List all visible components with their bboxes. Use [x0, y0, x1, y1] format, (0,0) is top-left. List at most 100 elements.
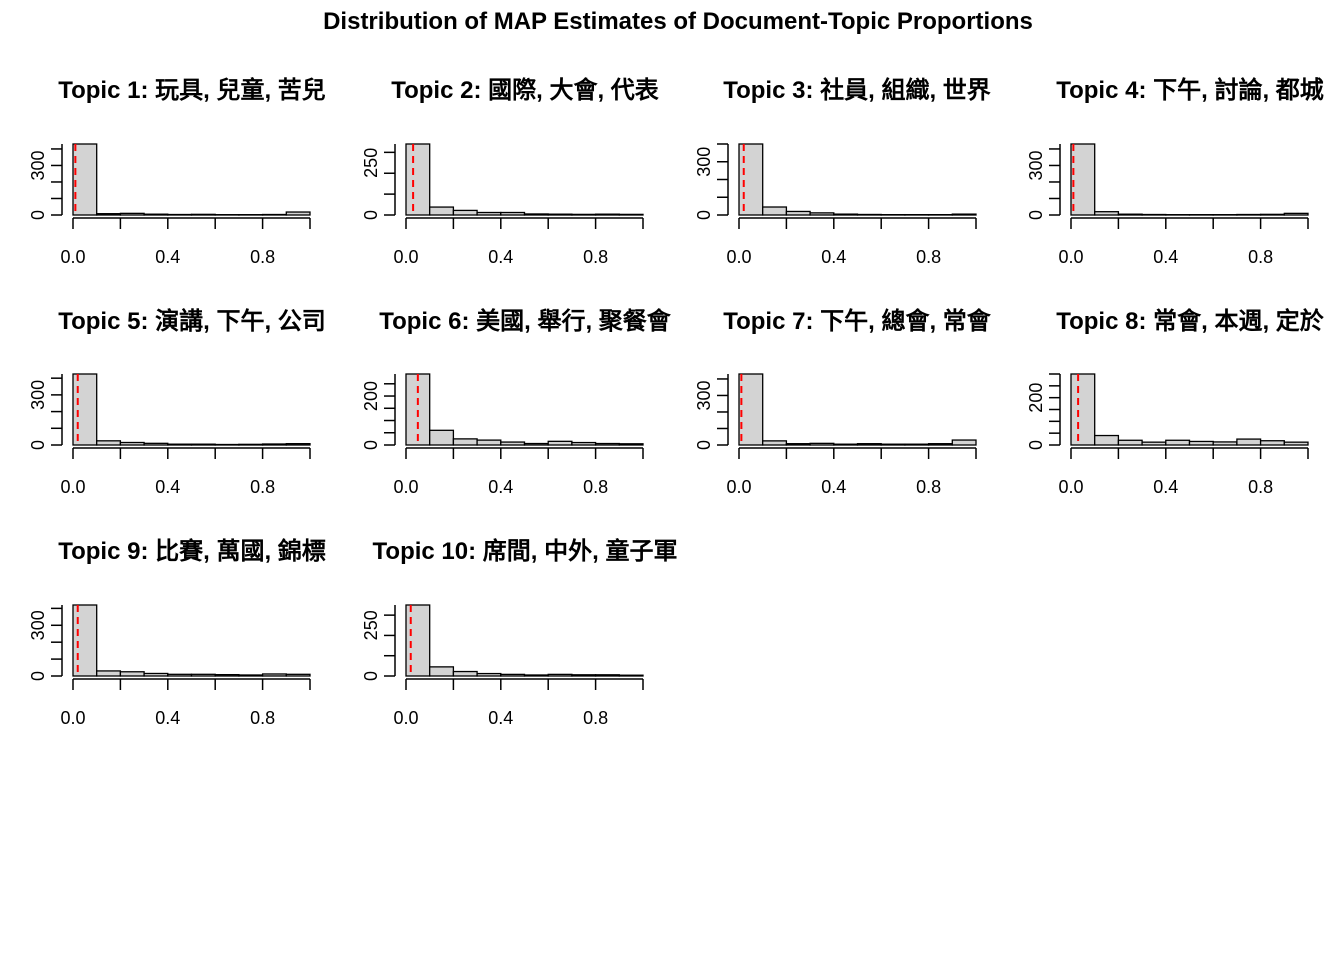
histogram-bar: [238, 443, 264, 446]
histogram-bar: [571, 213, 597, 216]
histogram-bar: [762, 440, 788, 446]
histogram-bar: [167, 443, 193, 446]
y-tick-label: 0: [694, 440, 714, 450]
y-tick-label: 300: [694, 147, 714, 177]
histogram-panel-10: Topic 10: 席間, 中外, 童子軍 0.0 0.4 0.8 0 250: [361, 537, 677, 728]
histogram-bar: [1283, 212, 1309, 216]
histogram-bar: [214, 673, 240, 677]
histogram-bar: [285, 673, 311, 677]
histogram-bar: [594, 442, 620, 446]
panel-title: Topic 9: 比賽, 萬國, 錦標: [58, 537, 326, 565]
histogram-bar: [143, 213, 169, 216]
histogram-bar: [285, 443, 311, 446]
y-tick-label: 0: [28, 671, 48, 681]
histogram-panel-8: Topic 8: 常會, 本週, 定於 0.0 0.4 0.8 0 200: [1026, 307, 1325, 497]
histogram-panel-5: Topic 5: 演講, 下午, 公司 0.0 0.4 0.8 0 300: [28, 307, 326, 497]
histogram-bar: [285, 211, 311, 216]
histogram-bar: [405, 143, 431, 216]
x-tick-label: 0.8: [1248, 477, 1273, 497]
histogram-bar: [72, 373, 98, 446]
y-tick-label: 300: [28, 150, 48, 180]
histogram-panel-7: Topic 7: 下午, 總會, 常會 0.0 0.4 0.8 0 300: [694, 307, 992, 497]
histogram-bar: [405, 604, 431, 677]
panels: Topic 1: 玩具, 兒童, 苦兒 0.0 0.4 0.8 0 300 Topic 2:…: [28, 76, 1325, 728]
histogram-bar: [547, 440, 573, 446]
histogram-bar: [452, 209, 478, 216]
histogram-bar: [96, 213, 122, 216]
histogram-bar: [1188, 440, 1214, 446]
x-tick-label: 0.4: [1153, 477, 1178, 497]
x-tick-label: 0.0: [1058, 477, 1083, 497]
panel-title: Topic 6: 美國, 舉行, 聚餐會: [379, 307, 672, 335]
x-tick-label: 0.4: [821, 247, 846, 267]
x-tick-label: 0.8: [916, 477, 941, 497]
x-tick-label: 0.8: [583, 708, 608, 728]
histogram-bar: [1070, 373, 1096, 446]
panel-title: Topic 2: 國際, 大會, 代表: [391, 76, 660, 104]
y-tick-label: 0: [1026, 210, 1046, 220]
x-tick-label: 0.0: [60, 247, 85, 267]
histogram-bar: [1212, 441, 1238, 446]
histogram-bar: [880, 443, 906, 446]
histogram-bar: [904, 443, 930, 446]
histogram-bar: [1117, 439, 1143, 446]
x-tick-label: 0.0: [60, 477, 85, 497]
x-tick-label: 0.0: [393, 247, 418, 267]
x-tick-label: 0.4: [821, 477, 846, 497]
x-tick-label: 0.4: [155, 708, 180, 728]
y-tick-label: 0: [1026, 440, 1046, 450]
histogram-bar: [833, 213, 859, 216]
histogram-bar: [72, 604, 98, 677]
histogram-bar: [738, 373, 764, 446]
histogram-panel-4: Topic 4: 下午, 討論, 都城 0.0 0.4 0.8 0 300: [1026, 76, 1324, 267]
histogram-bar: [1117, 213, 1143, 216]
histogram-bar: [261, 673, 287, 677]
histogram-bar: [500, 441, 526, 446]
y-tick-label: 0: [28, 210, 48, 220]
x-tick-label: 0.4: [1153, 247, 1178, 267]
histogram-bar: [809, 442, 835, 446]
y-tick-label: 0: [694, 210, 714, 220]
histogram-panel-9: Topic 9: 比賽, 萬國, 錦標 0.0 0.4 0.8 0 300: [28, 537, 326, 728]
x-tick-label: 0.8: [250, 708, 275, 728]
histogram-bar: [1094, 434, 1120, 446]
x-tick-label: 0.4: [488, 477, 513, 497]
histogram-bar: [476, 439, 502, 446]
histogram-bar: [833, 443, 859, 446]
x-tick-label: 0.8: [250, 247, 275, 267]
histogram-bar: [167, 673, 193, 677]
histogram-bar: [429, 206, 455, 216]
y-tick-label: 300: [694, 380, 714, 410]
x-tick-label: 0.4: [155, 247, 180, 267]
histogram-bar: [856, 443, 882, 446]
y-tick-label: 250: [361, 610, 381, 640]
histogram-bar: [119, 441, 145, 446]
x-tick-label: 0.0: [726, 477, 751, 497]
histogram-bar: [452, 438, 478, 446]
histogram-panel-1: Topic 1: 玩具, 兒童, 苦兒 0.0 0.4 0.8 0 300: [28, 76, 326, 267]
histogram-bar: [96, 670, 122, 677]
panel-title: Topic 3: 社員, 組織, 世界: [723, 76, 991, 104]
histogram-bar: [594, 213, 620, 216]
y-tick-label: 250: [361, 148, 381, 178]
histogram-bar: [190, 673, 216, 677]
histogram-bar: [214, 443, 240, 446]
figure-title: Distribution of MAP Estimates of Documen…: [323, 8, 1033, 35]
panel-title: Topic 1: 玩具, 兒童, 苦兒: [58, 76, 326, 104]
histogram-bar: [738, 143, 764, 216]
histogram-bar: [476, 211, 502, 216]
x-tick-label: 0.8: [916, 247, 941, 267]
histogram-bar: [618, 213, 644, 216]
y-tick-label: 300: [28, 380, 48, 410]
histogram-bar: [190, 443, 216, 446]
y-tick-label: 0: [361, 210, 381, 220]
histogram-panel-3: Topic 3: 社員, 組織, 世界 0.0 0.4 0.8 0 300: [694, 76, 991, 267]
y-tick-label: 300: [28, 610, 48, 640]
histogram-bar: [476, 672, 502, 677]
panel-title: Topic 4: 下午, 討論, 都城: [1056, 76, 1324, 104]
histogram-bar: [238, 674, 264, 677]
histogram-bar: [762, 206, 788, 216]
y-tick-label: 0: [361, 671, 381, 681]
histogram-bar: [1283, 441, 1309, 446]
